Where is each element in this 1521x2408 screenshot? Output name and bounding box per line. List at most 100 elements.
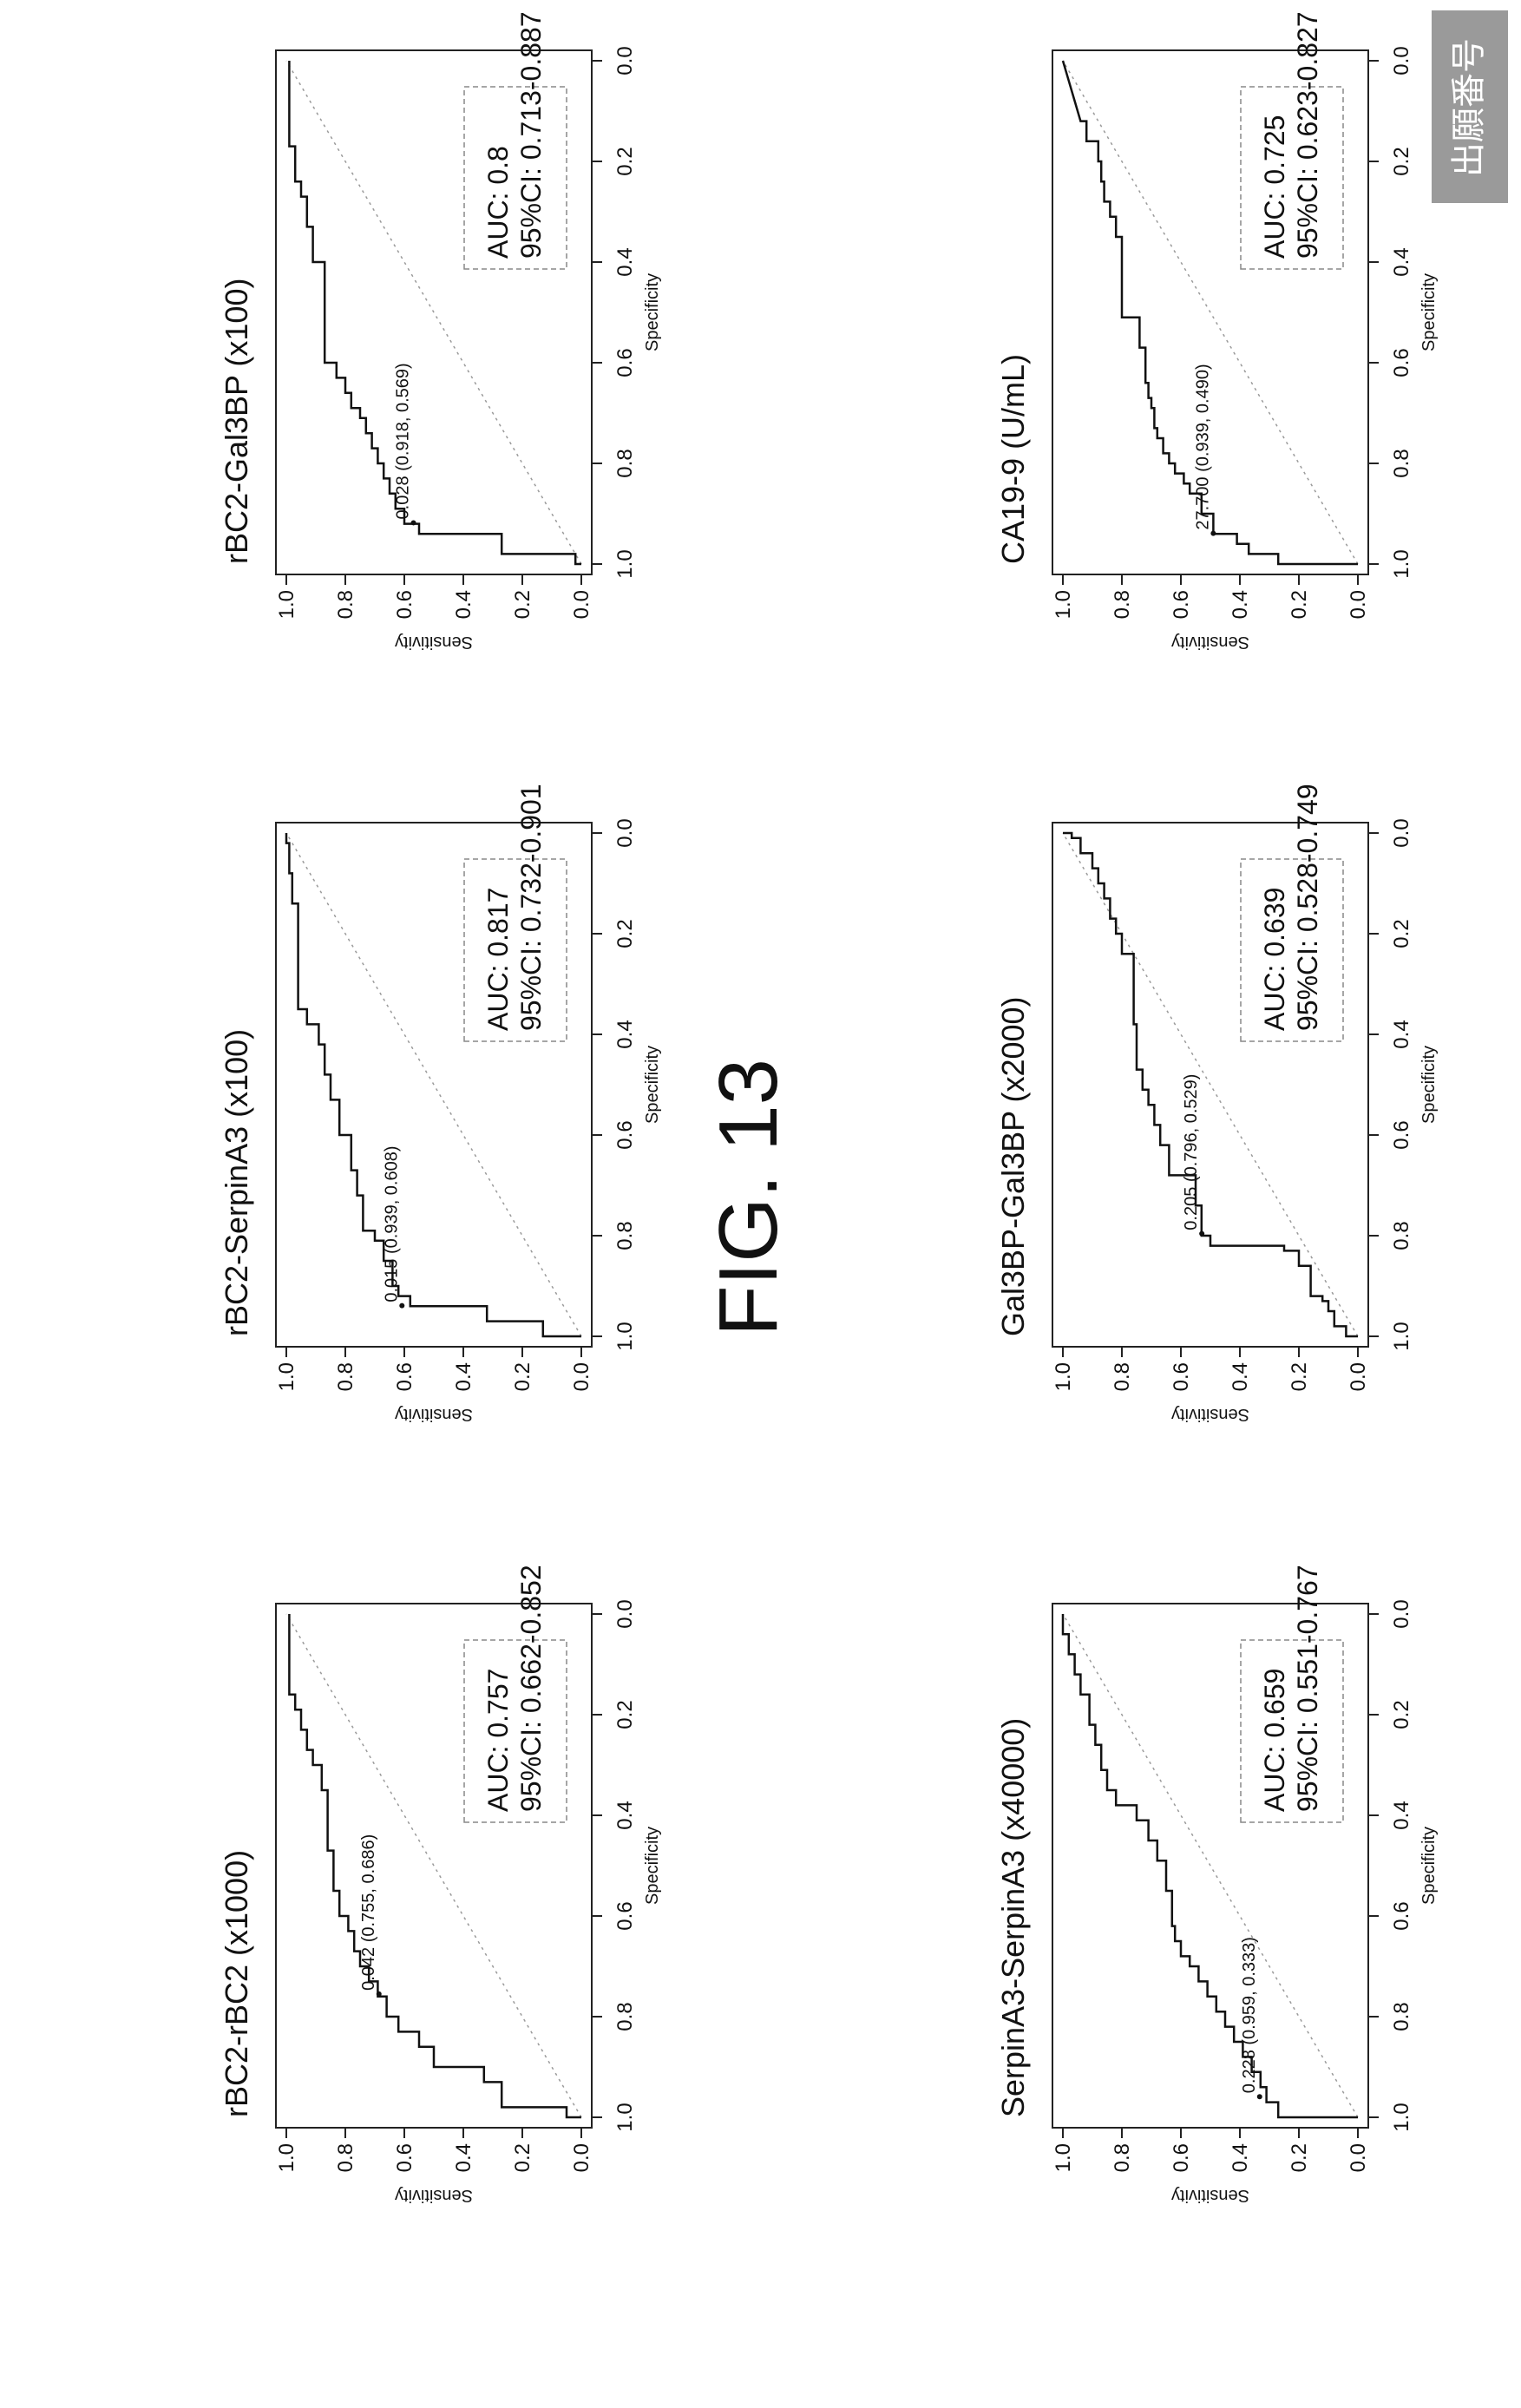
y-tick-label: 0.8	[334, 590, 357, 619]
y-axis-label: Sensitivity	[1171, 633, 1249, 652]
roc-panel-2: rBC2-SerpinA3 (x100) 1.0 0.8 0.6 0.4 0.2 0.0 Sp…	[219, 784, 662, 1424]
y-tick-label: 0.2	[1288, 590, 1311, 619]
y-axis-label: Sensitivity	[395, 1405, 473, 1424]
x-axis-label: Specificity	[643, 1046, 662, 1124]
x-tick-label: 0.4	[1390, 1020, 1413, 1048]
auc-text: AUC: 0.8	[482, 146, 514, 259]
x-tick-label: 0.8	[1390, 2002, 1413, 2031]
x-tick-label: 0.4	[613, 247, 637, 276]
x-tick-label: 1.0	[613, 1322, 637, 1350]
reference-diagonal	[285, 1613, 582, 2118]
roc-curve	[285, 833, 581, 1338]
x-tick-label: 0.2	[613, 919, 637, 948]
plot-frame	[275, 49, 593, 575]
x-tick-label: 0.2	[613, 147, 637, 175]
x-axis-label: Specificity	[643, 273, 662, 351]
threshold-point	[1199, 1230, 1205, 1237]
x-tick-label: 0.4	[613, 1801, 637, 1829]
y-tick-label: 0.4	[452, 1362, 475, 1391]
y-tick-label: 0.4	[452, 2143, 475, 2172]
chart-title: Gal3BP-Gal3BP (x2000)	[995, 996, 1031, 1336]
plot-frame	[275, 822, 593, 1348]
y-tick-label: 0.8	[1111, 590, 1134, 619]
auc-text: AUC: 0.725	[1259, 115, 1290, 259]
ci-text: 95%CI: 0.551-0.767	[1292, 1565, 1323, 1812]
threshold-label: 0.028 (0.918, 0.569)	[394, 363, 413, 519]
plot-area: CA19-9 (U/mL) 1.0 0.8 0.6 0.4 0.2 0.0 Specifici…	[995, 11, 1439, 652]
y-axis-label: Sensitivity	[1171, 2186, 1249, 2205]
x-tick-label: 0.0	[613, 46, 637, 75]
x-tick-label: 0.8	[613, 449, 637, 477]
roc-panel-3: rBC2-Gal3BP (x100) 1.0 0.8 0.6 0.4 0.2 0.0 Spec…	[219, 11, 662, 652]
x-tick-label: 0.6	[613, 348, 637, 377]
roc-curve	[1061, 60, 1358, 566]
reference-diagonal	[1062, 60, 1359, 565]
threshold-point	[376, 1991, 382, 1997]
plot-frame	[1052, 1603, 1369, 2129]
auc-box	[1240, 858, 1344, 1042]
threshold-point	[1210, 530, 1216, 536]
reference-diagonal	[1062, 1613, 1359, 2118]
x-tick-label: 0.6	[1390, 348, 1413, 377]
x-tick-label: 1.0	[613, 549, 637, 578]
y-tick-label: 0.6	[393, 590, 416, 619]
y-tick-label: 0.0	[570, 2143, 593, 2172]
plot-frame	[1052, 822, 1369, 1348]
roc-panel-5: Gal3BP-Gal3BP (x2000) 1.0 0.8 0.6 0.4 0.2 0.0 S…	[995, 784, 1439, 1424]
x-tick-label: 0.6	[613, 1120, 637, 1149]
chart-title: CA19-9 (U/mL)	[995, 354, 1031, 564]
y-tick-label: 1.0	[1052, 1362, 1075, 1391]
plot-area: rBC2-Gal3BP (x100) 1.0 0.8 0.6 0.4 0.2 0.0 Spec…	[219, 11, 662, 652]
x-tick-label: 0.0	[1390, 46, 1413, 75]
auc-text: AUC: 0.817	[482, 888, 514, 1031]
chart-title: rBC2-Gal3BP (x100)	[219, 279, 254, 564]
x-tick-label: 0.2	[1390, 1700, 1413, 1729]
ci-text: 95%CI: 0.713-0.887	[515, 11, 547, 259]
y-tick-label: 0.8	[1111, 2143, 1134, 2172]
y-axis-label: Sensitivity	[395, 2186, 473, 2205]
x-tick-label: 1.0	[1390, 549, 1413, 578]
auc-box	[463, 1639, 567, 1823]
auc-text: AUC: 0.639	[1259, 888, 1290, 1031]
y-tick-label: 0.4	[1229, 1362, 1252, 1391]
x-tick-label: 0.4	[613, 1020, 637, 1048]
y-axis-label: Sensitivity	[1171, 1405, 1249, 1424]
reference-diagonal	[1062, 832, 1359, 1337]
x-tick-label: 0.8	[613, 2002, 637, 2031]
y-axis-label: Sensitivity	[395, 633, 473, 652]
threshold-label: 0.015 (0.939, 0.608)	[382, 1145, 401, 1302]
plot-frame	[275, 1603, 593, 2129]
ci-text: 95%CI: 0.623-0.827	[1292, 11, 1323, 259]
y-tick-label: 0.2	[511, 1362, 534, 1391]
auc-box	[1240, 86, 1344, 270]
x-axis-label: Specificity	[1419, 1046, 1439, 1124]
x-tick-label: 1.0	[613, 2103, 637, 2131]
x-tick-label: 1.0	[1390, 1322, 1413, 1350]
auc-box	[463, 858, 567, 1042]
plot-area: rBC2-rBC2 (x1000) 1.0 0.8 0.6 0.4 0.2 0.0 Speci…	[219, 1565, 662, 2205]
y-tick-label: 0.0	[1347, 1362, 1370, 1391]
y-tick-label: 0.2	[1288, 2143, 1311, 2172]
y-tick-label: 1.0	[1052, 2143, 1075, 2172]
ci-text: 95%CI: 0.662-0.852	[515, 1565, 547, 1812]
x-tick-label: 0.0	[613, 818, 637, 847]
x-tick-label: 0.0	[613, 1599, 637, 1628]
chart-title: rBC2-rBC2 (x1000)	[219, 1850, 254, 2117]
x-tick-label: 0.8	[1390, 449, 1413, 477]
x-tick-label: 0.6	[1390, 1120, 1413, 1149]
chart-title: SerpinA3-SerpinA3 (x40000)	[995, 1718, 1031, 2117]
auc-box	[463, 86, 567, 270]
roc-curve	[1061, 1614, 1358, 2119]
x-tick-label: 0.2	[1390, 919, 1413, 948]
roc-panel-1: rBC2-rBC2 (x1000) 1.0 0.8 0.6 0.4 0.2 0.0 Speci…	[219, 1565, 662, 2205]
x-tick-label: 0.8	[613, 1221, 637, 1250]
y-tick-label: 0.6	[1170, 1362, 1193, 1391]
x-tick-label: 0.6	[613, 1901, 637, 1930]
auc-text: AUC: 0.659	[1259, 1669, 1290, 1812]
x-tick-label: 0.2	[1390, 147, 1413, 175]
stamp: 出願番号	[1432, 10, 1508, 203]
stamp-box	[1432, 10, 1508, 203]
x-tick-label: 0.4	[1390, 1801, 1413, 1829]
x-tick-label: 0.6	[1390, 1901, 1413, 1930]
